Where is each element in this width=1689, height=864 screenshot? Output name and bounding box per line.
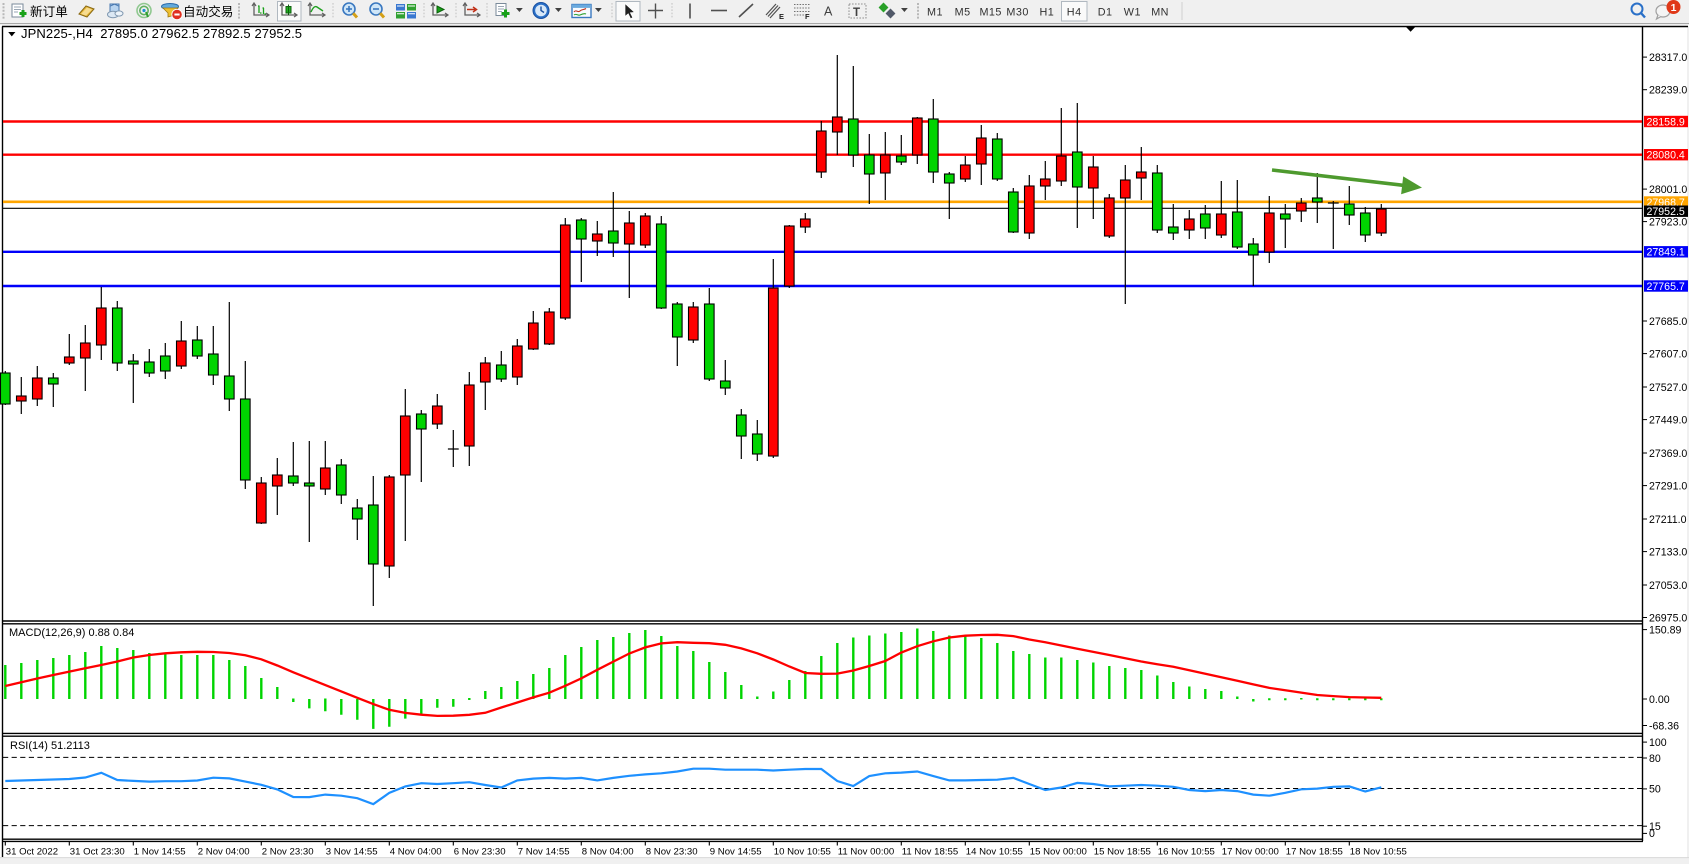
svg-text:2 Nov 23:30: 2 Nov 23:30 <box>262 847 314 858</box>
svg-text:MACD(12,26,9) 0.88 0.84: MACD(12,26,9) 0.88 0.84 <box>9 627 134 639</box>
svg-text:80: 80 <box>1649 753 1661 765</box>
svg-text:27291.0: 27291.0 <box>1649 480 1687 492</box>
svg-text:E: E <box>779 12 784 21</box>
svg-text:RSI(14) 51.2113: RSI(14) 51.2113 <box>10 740 90 752</box>
svg-text:A: A <box>824 5 833 19</box>
svg-text:11 Nov 00:00: 11 Nov 00:00 <box>838 847 894 858</box>
svg-text:15: 15 <box>1649 821 1661 833</box>
svg-text:17 Nov 18:55: 17 Nov 18:55 <box>1286 847 1343 858</box>
svg-text:9 Nov 14:55: 9 Nov 14:55 <box>710 847 762 858</box>
svg-text:14 Nov 10:55: 14 Nov 10:55 <box>966 847 1023 858</box>
svg-text:W1: W1 <box>1124 6 1141 18</box>
svg-text:3 Nov 14:55: 3 Nov 14:55 <box>326 847 378 858</box>
svg-text:27952.5: 27952.5 <box>1647 206 1685 218</box>
svg-text:28317.0: 28317.0 <box>1649 52 1687 64</box>
svg-text:0.00: 0.00 <box>1649 694 1670 706</box>
svg-text:M15: M15 <box>979 6 1002 18</box>
svg-text:27133.0: 27133.0 <box>1649 546 1687 558</box>
svg-text:15 Nov 00:00: 15 Nov 00:00 <box>1030 847 1087 858</box>
svg-text:27527.0: 27527.0 <box>1649 382 1687 394</box>
svg-text:28001.0: 28001.0 <box>1649 184 1687 196</box>
svg-text:8 Nov 23:30: 8 Nov 23:30 <box>646 847 698 858</box>
svg-text:6 Nov 23:30: 6 Nov 23:30 <box>454 847 506 858</box>
svg-text:31 Oct 23:30: 31 Oct 23:30 <box>70 847 125 858</box>
svg-text:28239.0: 28239.0 <box>1649 85 1687 97</box>
svg-text:100: 100 <box>1649 737 1667 749</box>
svg-text:T: T <box>853 7 860 19</box>
svg-text:2 Nov 04:00: 2 Nov 04:00 <box>198 847 250 858</box>
svg-text:27849.1: 27849.1 <box>1647 247 1685 259</box>
svg-text:8 Nov 04:00: 8 Nov 04:00 <box>582 847 634 858</box>
svg-text:27923.0: 27923.0 <box>1649 216 1687 228</box>
svg-text:1 Nov 14:55: 1 Nov 14:55 <box>134 847 186 858</box>
svg-text:50: 50 <box>1649 784 1661 796</box>
svg-text:0: 0 <box>1649 828 1655 840</box>
svg-text:17 Nov 00:00: 17 Nov 00:00 <box>1222 847 1279 858</box>
svg-text:27765.7: 27765.7 <box>1647 281 1685 293</box>
svg-text:28080.4: 28080.4 <box>1647 150 1685 162</box>
svg-text:自动交易: 自动交易 <box>183 4 233 19</box>
svg-text:4 Nov 04:00: 4 Nov 04:00 <box>390 847 442 858</box>
svg-text:M5: M5 <box>955 6 971 18</box>
svg-text:15 Nov 18:55: 15 Nov 18:55 <box>1094 847 1151 858</box>
svg-text:150.89: 150.89 <box>1649 624 1682 636</box>
svg-text:27607.0: 27607.0 <box>1649 348 1687 360</box>
svg-text:新订单: 新订单 <box>30 4 68 19</box>
svg-text:M1: M1 <box>927 6 943 18</box>
svg-text:28158.9: 28158.9 <box>1647 116 1685 128</box>
svg-text:16 Nov 10:55: 16 Nov 10:55 <box>1158 847 1215 858</box>
svg-text:H4: H4 <box>1067 6 1082 18</box>
svg-text:MN: MN <box>1151 6 1169 18</box>
svg-text:26975.0: 26975.0 <box>1649 612 1687 624</box>
svg-text:27369.0: 27369.0 <box>1649 448 1687 460</box>
svg-text:27685.0: 27685.0 <box>1649 316 1687 328</box>
svg-text:18 Nov 10:55: 18 Nov 10:55 <box>1350 847 1407 858</box>
svg-text:27449.0: 27449.0 <box>1649 414 1687 426</box>
svg-text:27211.0: 27211.0 <box>1649 514 1687 526</box>
svg-text:F: F <box>805 12 810 21</box>
svg-text:M30: M30 <box>1006 6 1029 18</box>
svg-text:10 Nov 10:55: 10 Nov 10:55 <box>774 847 831 858</box>
svg-text:1: 1 <box>1671 2 1677 14</box>
svg-text:7 Nov 14:55: 7 Nov 14:55 <box>518 847 570 858</box>
svg-text:H1: H1 <box>1039 6 1054 18</box>
svg-text:31 Oct 2022: 31 Oct 2022 <box>6 847 58 858</box>
svg-text:11 Nov 18:55: 11 Nov 18:55 <box>902 847 958 858</box>
svg-text:-68.36: -68.36 <box>1649 720 1679 732</box>
svg-text:27053.0: 27053.0 <box>1649 580 1687 592</box>
svg-text:D1: D1 <box>1098 6 1113 18</box>
svg-text:JPN225-,H4 27895.0 27962.5 27: JPN225-,H4 27895.0 27962.5 27892.5 27952… <box>21 26 302 41</box>
